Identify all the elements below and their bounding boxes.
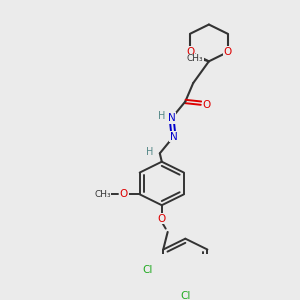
Text: O: O <box>224 47 232 57</box>
Text: O: O <box>120 189 128 199</box>
Text: H: H <box>158 111 166 121</box>
Text: CH₃: CH₃ <box>187 54 203 63</box>
Text: CH₃: CH₃ <box>94 190 111 199</box>
Text: O: O <box>203 100 211 110</box>
Text: O: O <box>186 47 194 57</box>
Text: N: N <box>168 113 176 123</box>
Text: N: N <box>170 132 177 142</box>
Text: Cl: Cl <box>180 290 190 300</box>
Text: H: H <box>146 147 154 157</box>
Text: Cl: Cl <box>142 265 153 275</box>
Text: O: O <box>158 214 166 224</box>
